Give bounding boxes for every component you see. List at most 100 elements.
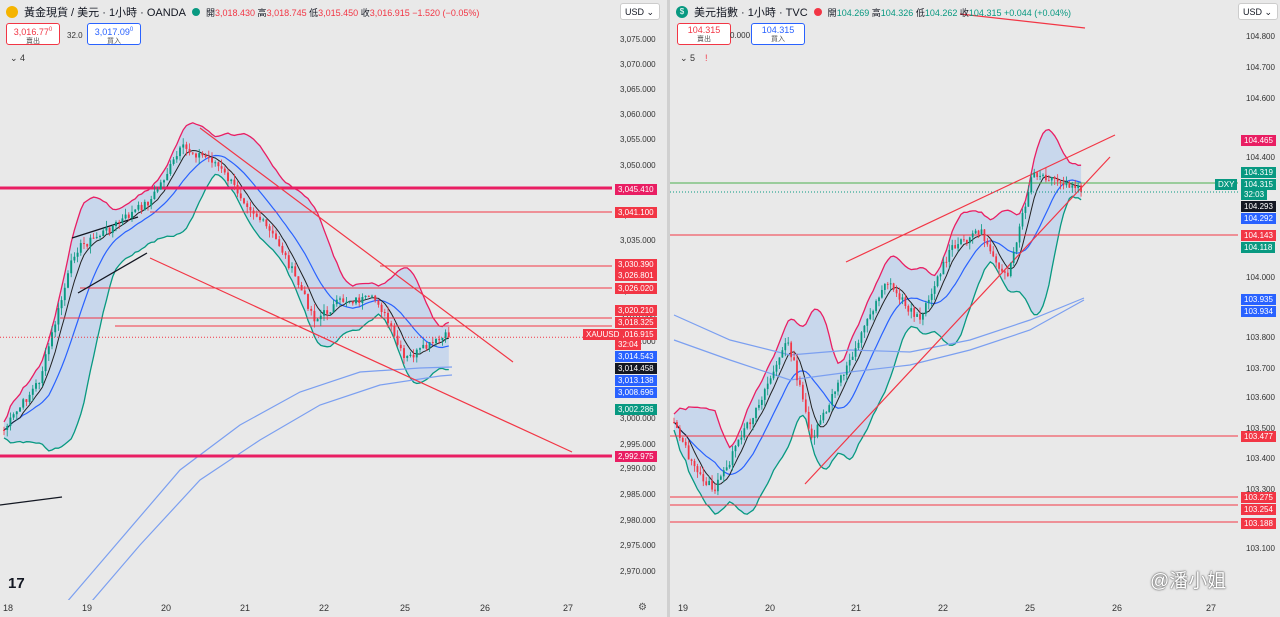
candle-body [137, 204, 140, 210]
candle-body [83, 243, 85, 245]
candle-body [1006, 272, 1009, 277]
price-label-ma[interactable]: 104.292 [1241, 213, 1276, 224]
candle-body [150, 199, 153, 206]
market-open-icon [191, 8, 200, 16]
dxy-symbol-tag[interactable]: DXY [1215, 179, 1238, 190]
price-label-level[interactable]: 3,026.020 [615, 283, 657, 294]
dxy-sell-button[interactable]: 104.315 賣出 [677, 23, 731, 45]
gold-settings-gear-icon[interactable]: ⚙ [638, 602, 647, 613]
candle-body [828, 405, 831, 413]
candle-body [387, 312, 389, 324]
candle-body [383, 312, 386, 314]
candle-body [390, 323, 393, 327]
candle-body [316, 319, 319, 322]
candle-body [15, 411, 18, 415]
dxy-chart-panel[interactable]: $ 美元指數 · 1小時 · TVC 開104.269 高104.326 低10… [670, 0, 1280, 617]
gold-symbol-tag[interactable]: XAUUSD [583, 329, 623, 340]
candle-body [957, 244, 959, 249]
candle-body [223, 168, 226, 173]
candle-body [945, 261, 948, 263]
candle-body [63, 287, 66, 301]
price-label-last[interactable]: 3,016.915 [615, 329, 657, 340]
candle-body [922, 313, 924, 320]
trend-mark-black [77, 252, 148, 294]
candle-body [284, 252, 287, 256]
candle-body [948, 249, 951, 262]
dxy-symbol-title[interactable]: 美元指數 · 1小時 · TVC [694, 7, 808, 19]
price-label-level[interactable]: 103.188 [1241, 518, 1276, 529]
price-label-level[interactable]: 3,018.325 [615, 317, 657, 328]
price-tick-label: 3,055.000 [620, 135, 656, 144]
price-label-fast-ma[interactable]: 3,014.458 [615, 363, 657, 374]
price-label-level[interactable]: 103.254 [1241, 504, 1276, 515]
candle-body [895, 289, 898, 294]
candle-body [412, 354, 415, 358]
tradingview-logo[interactable]: 17 [8, 575, 25, 592]
candle-body [406, 355, 409, 358]
candle-body [1004, 271, 1006, 273]
price-label-level[interactable]: 103.275 [1241, 492, 1276, 503]
dxy-indicators-toggle[interactable]: ⌄ 5 [680, 53, 696, 63]
panel-divider[interactable] [667, 0, 670, 617]
gold-sell-button[interactable]: 3,016.770 賣出 [6, 23, 60, 45]
price-label-level[interactable]: 104.143 [1241, 230, 1276, 241]
gold-chart-panel[interactable]: 黃金現貨 / 美元 · 1小時 · OANDA 開3,018.430 高3,01… [0, 0, 667, 617]
price-label-last[interactable]: 104.315 [1241, 179, 1276, 190]
candle-body [995, 256, 998, 263]
candle-body [772, 371, 775, 379]
candle-body [275, 233, 277, 240]
gold-indicators-toggle[interactable]: ⌄ 4 [10, 53, 26, 63]
candle-body [763, 389, 766, 400]
candle-body [441, 337, 444, 341]
gold-price-plot[interactable] [0, 0, 612, 600]
price-label-level[interactable]: 3,030.390 [615, 259, 657, 270]
dxy-currency-select[interactable]: USD ⌄ [1238, 3, 1278, 20]
trend-line [959, 13, 1086, 29]
price-tick-label: 104.000 [1246, 273, 1275, 282]
gold-price-axis[interactable]: 3,075.000 3,070.000 3,065.000 3,060.000 3,05… [612, 0, 667, 600]
candle-body [913, 308, 916, 317]
price-label-long-ma[interactable]: 103.935 [1241, 294, 1276, 305]
dxy-symbol-header: $ 美元指數 · 1小時 · TVC 開104.269 高104.326 低10… [676, 4, 1071, 20]
price-label-bb-upper[interactable]: 3,026.801 [615, 270, 657, 281]
price-label-bb-lower[interactable]: 3,002.286 [615, 404, 657, 415]
candle-body [335, 299, 338, 305]
price-tick-label: 103.400 [1246, 454, 1275, 463]
dxy-price-plot[interactable] [670, 0, 1238, 600]
dxy-price-axis[interactable]: 104.800 104.700 104.600 104.400 104.000 103.8… [1238, 0, 1280, 600]
candle-body [998, 262, 1000, 269]
price-label-resistance[interactable]: 3,045.410 [615, 184, 657, 195]
countdown-label[interactable]: 32:04 [615, 339, 642, 350]
gold-buy-button[interactable]: 3,017.090 買入 [87, 23, 141, 45]
price-label-level[interactable]: 3,020.210 [615, 305, 657, 316]
price-label-level[interactable]: 103.477 [1241, 431, 1276, 442]
price-label-level[interactable]: 3,041.100 [615, 207, 657, 218]
price-label-ma[interactable]: 3,014.543 [615, 351, 657, 362]
price-label-ma[interactable]: 3,008.696 [615, 387, 657, 398]
candle-body [1065, 182, 1068, 186]
candle-body [681, 437, 684, 442]
price-label-long-ma[interactable]: 103.934 [1241, 306, 1276, 317]
price-label-ma[interactable]: 3,013.138 [615, 375, 657, 386]
price-label-bb-upper[interactable]: 104.465 [1241, 135, 1276, 146]
alert-icon[interactable]: ! [705, 53, 708, 63]
candle-body [708, 480, 711, 486]
gold-currency-select[interactable]: USD ⌄ [620, 3, 660, 20]
candle-body [886, 283, 889, 285]
candle-body [690, 459, 693, 461]
price-label-support[interactable]: 2,992.975 [615, 451, 657, 462]
price-label-bb-lower[interactable]: 104.118 [1241, 242, 1276, 253]
gold-symbol-title[interactable]: 黃金現貨 / 美元 · 1小時 · OANDA [24, 7, 186, 19]
candle-body [869, 314, 872, 319]
price-label-fast-ma[interactable]: 104.293 [1241, 201, 1276, 212]
long-moving-average-line-2 [673, 299, 1085, 381]
candle-body [1071, 185, 1074, 188]
dxy-buy-button[interactable]: 104.315 買入 [751, 23, 805, 45]
price-tick-label: 104.400 [1246, 153, 1275, 162]
candle-body [41, 371, 44, 384]
candle-body [438, 338, 441, 341]
candle-body [860, 332, 863, 343]
countdown-label[interactable]: 32:03 [1241, 189, 1268, 200]
price-label-high[interactable]: 104.319 [1241, 167, 1276, 178]
dollar-icon: $ [676, 6, 688, 18]
